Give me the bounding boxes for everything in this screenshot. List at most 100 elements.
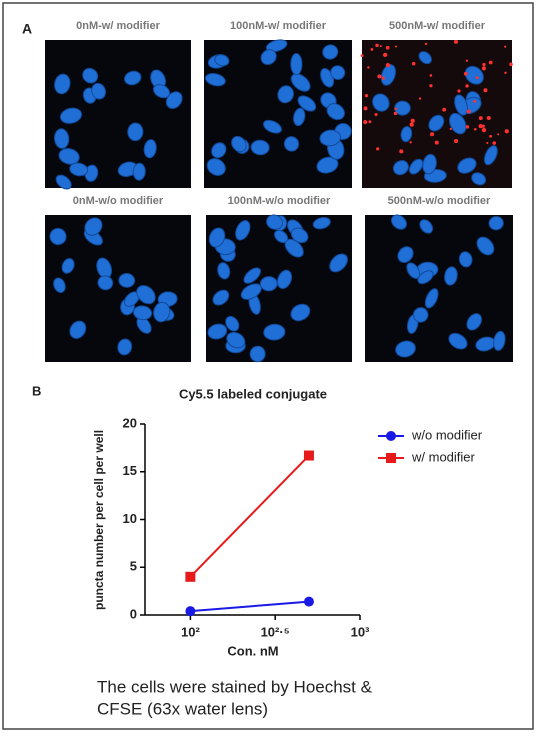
nucleus — [493, 330, 506, 351]
puncta — [483, 88, 488, 93]
nucleus — [274, 229, 289, 244]
puncta — [478, 124, 483, 129]
nucleus — [49, 227, 67, 246]
nucleus — [390, 214, 407, 230]
nucleus — [127, 122, 144, 142]
nucleus — [449, 112, 467, 135]
nucleus — [277, 85, 294, 104]
nucleus — [124, 70, 142, 86]
puncta — [442, 107, 447, 112]
legend-label: w/ modifier — [411, 449, 476, 464]
puncta — [466, 109, 471, 114]
nucleus — [400, 126, 413, 143]
puncta — [486, 141, 489, 144]
puncta — [375, 43, 379, 48]
nucleus — [476, 236, 495, 256]
puncta — [399, 149, 404, 154]
legend-marker — [386, 431, 396, 441]
image-caption: 0nM-w/o modifier — [73, 195, 164, 207]
nucleus — [312, 216, 331, 230]
puncta — [377, 74, 382, 79]
puncta — [393, 111, 398, 116]
puncta — [368, 120, 372, 124]
marker — [185, 606, 196, 617]
nucleus — [330, 65, 346, 80]
nucleus — [408, 158, 424, 175]
nucleus — [136, 285, 156, 305]
puncta — [363, 119, 368, 125]
nucleus — [69, 320, 87, 339]
puncta — [481, 66, 487, 71]
nucleus — [424, 288, 439, 309]
nucleus — [249, 345, 266, 363]
nucleus — [428, 114, 445, 132]
puncta — [418, 97, 422, 100]
image-caption: 500nM-w/ modifier — [389, 20, 486, 32]
nucleus — [143, 139, 157, 159]
nucleus — [117, 338, 133, 356]
nucleus — [290, 52, 303, 76]
puncta — [367, 66, 370, 69]
nucleus — [464, 65, 484, 85]
puncta — [475, 76, 479, 80]
nucleus — [263, 119, 282, 134]
puncta — [478, 116, 483, 121]
nucleus — [53, 277, 66, 293]
nucleus — [91, 82, 106, 100]
chart-title: Cy5.5 labeled conjugate — [179, 386, 327, 401]
y-tick-label: 20 — [123, 415, 137, 430]
nucleus — [207, 323, 228, 340]
marker — [303, 596, 314, 607]
nucleus — [260, 49, 277, 65]
nucleus — [259, 276, 278, 292]
nucleus — [58, 148, 80, 165]
nucleus — [483, 145, 498, 166]
nucleus — [211, 142, 227, 159]
nucleus — [395, 340, 416, 358]
nucleus — [488, 216, 504, 231]
puncta — [364, 93, 369, 98]
image-caption: 100nM-w/ modifier — [230, 20, 327, 32]
puncta — [473, 127, 477, 131]
puncta — [376, 147, 380, 151]
puncta — [429, 74, 433, 77]
legend-marker — [386, 453, 396, 463]
nucleus — [392, 160, 409, 176]
nucleus — [457, 157, 477, 174]
nucleus — [153, 301, 171, 323]
panel-label: A — [22, 21, 32, 37]
y-tick-label: 15 — [123, 463, 137, 478]
nucleus — [448, 332, 468, 350]
legend-label: w/o modifier — [411, 427, 483, 442]
nucleus — [419, 219, 434, 234]
nucleus — [329, 253, 348, 273]
nucleus — [118, 273, 136, 288]
nucleus — [372, 93, 390, 112]
micrograph — [45, 215, 191, 362]
nucleus — [316, 156, 339, 174]
puncta — [482, 62, 486, 67]
nucleus — [225, 315, 240, 332]
puncta — [381, 76, 385, 80]
puncta — [481, 127, 487, 133]
y-tick-label: 0 — [130, 606, 137, 621]
puncta — [504, 71, 507, 75]
puncta — [463, 71, 468, 76]
nucleus — [322, 44, 339, 60]
puncta — [449, 127, 452, 131]
nucleus — [55, 174, 72, 190]
nucleus — [69, 162, 89, 177]
nucleus — [54, 128, 70, 149]
nucleus — [283, 136, 300, 152]
nucleus — [413, 307, 429, 323]
nucleus — [243, 267, 261, 284]
puncta — [409, 122, 414, 127]
x-tick-label: 10²·⁵ — [261, 624, 290, 639]
puncta — [374, 112, 378, 117]
nucleus — [418, 51, 432, 65]
puncta — [429, 84, 433, 88]
puncta — [410, 118, 415, 123]
puncta — [454, 39, 458, 44]
puncta — [509, 62, 513, 67]
image-caption: 100nM-w/o modifier — [228, 195, 331, 207]
